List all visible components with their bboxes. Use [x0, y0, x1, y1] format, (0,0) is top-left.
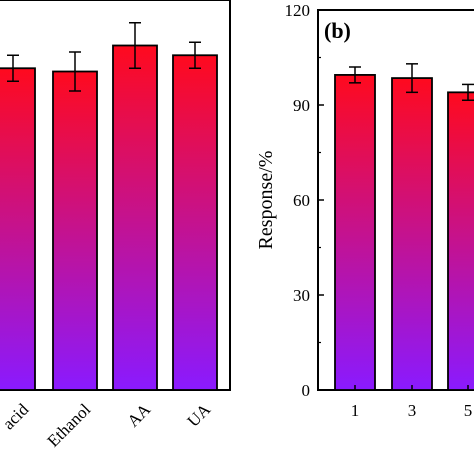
panel-a: acid Ethanol AA UA	[0, 0, 231, 451]
panel-b-x-tick-label-1: 3	[408, 401, 417, 420]
panel-a-bar-0	[0, 67, 36, 391]
panel-b-x-tick-label-2: 5	[464, 401, 473, 420]
panel-b-y-tick-label-4: 120	[285, 1, 311, 20]
panel-b-bar-1	[391, 77, 433, 391]
panel-a-bar-3	[172, 54, 218, 391]
panel-b-label: (b)	[324, 18, 351, 43]
panel-a-x-tick-label-1: Ethanol	[43, 400, 94, 451]
panel-a-x-tick-label-0: acid	[0, 400, 33, 434]
panel-a-x-tick-label-2: AA	[124, 399, 155, 430]
panel-b-y-tick-label-3: 90	[293, 96, 310, 115]
panel-b: 0 30 60 90 120 1 3 5 (b) Response/%	[255, 1, 474, 420]
panel-b-y-tick-label-2: 60	[293, 191, 310, 210]
panel-b-bar-0	[334, 74, 376, 391]
panel-a-x-tick-label-3: UA	[184, 399, 215, 430]
panel-b-x-tick-label-0: 1	[351, 401, 360, 420]
panel-b-y-tick-label-1: 30	[293, 286, 310, 305]
panel-a-bar-1	[52, 70, 98, 391]
panel-b-bar-2	[447, 91, 474, 391]
panel-b-y-tick-label-0: 0	[302, 381, 311, 400]
panel-b-y-axis-title: Response/%	[255, 151, 277, 250]
panel-a-bar-2	[112, 44, 158, 391]
